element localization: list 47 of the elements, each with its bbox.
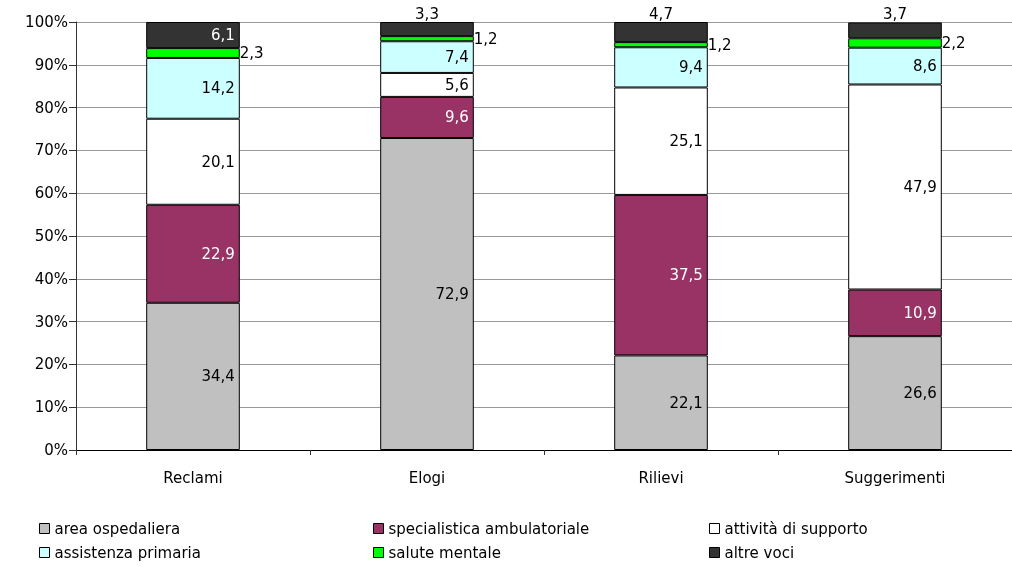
data-label: 2,3 — [239, 44, 264, 63]
x-tick-label: Suggerimenti — [844, 468, 946, 487]
x-tick-label: Rilievi — [638, 468, 684, 487]
bar — [614, 22, 708, 43]
data-label: 25,1 — [669, 132, 703, 151]
legend-label: area ospedaliera — [54, 519, 181, 538]
x-tick-label: Reclami — [163, 468, 223, 487]
data-label: 7,4 — [444, 48, 469, 67]
y-tick-label: 80% — [34, 98, 68, 117]
legend-label: specialistica ambulatoriale — [388, 519, 590, 538]
data-label: 10,9 — [903, 303, 937, 322]
data-label: 8,6 — [912, 57, 937, 76]
data-label: 4,7 — [649, 4, 673, 23]
y-tick-label: 60% — [34, 184, 68, 203]
data-label: 2,2 — [941, 33, 966, 52]
data-label: 34,4 — [201, 367, 235, 386]
legend-label: salute mentale — [388, 543, 501, 562]
y-tick-label: 100% — [25, 13, 68, 31]
data-label: 3,3 — [415, 4, 439, 23]
data-label: 22,9 — [201, 244, 235, 263]
data-label: 3,7 — [883, 4, 907, 23]
y-tick-label: 50% — [34, 227, 68, 245]
data-label: 47,9 — [903, 177, 937, 196]
y-tick-label: 0% — [44, 441, 68, 459]
legend-label: assistenza primaria — [54, 543, 201, 562]
data-label: 6,1 — [210, 26, 235, 45]
data-label: 9,6 — [444, 108, 469, 127]
data-label: 26,6 — [903, 384, 937, 403]
bar — [380, 22, 474, 37]
data-label: 1,2 — [707, 35, 732, 54]
data-label: 37,5 — [669, 266, 703, 285]
data-label: 22,1 — [669, 393, 703, 412]
y-tick-label: 30% — [34, 312, 68, 331]
y-tick-label: 40% — [34, 269, 68, 288]
legend-label: altre voci — [724, 543, 795, 562]
data-label: 1,2 — [473, 29, 498, 48]
data-label: 72,9 — [435, 284, 469, 303]
x-tick-label: Elogi — [408, 468, 446, 487]
y-tick-label: 20% — [34, 355, 68, 374]
data-label: 5,6 — [444, 75, 469, 94]
data-label: 14,2 — [201, 79, 235, 98]
data-label: 20,1 — [201, 152, 235, 171]
data-label: 9,4 — [678, 58, 703, 77]
legend-label: attività di supporto — [724, 519, 868, 538]
y-tick-label: 70% — [34, 141, 68, 160]
y-tick-label: 10% — [34, 398, 68, 417]
y-tick-label: 90% — [34, 55, 68, 74]
